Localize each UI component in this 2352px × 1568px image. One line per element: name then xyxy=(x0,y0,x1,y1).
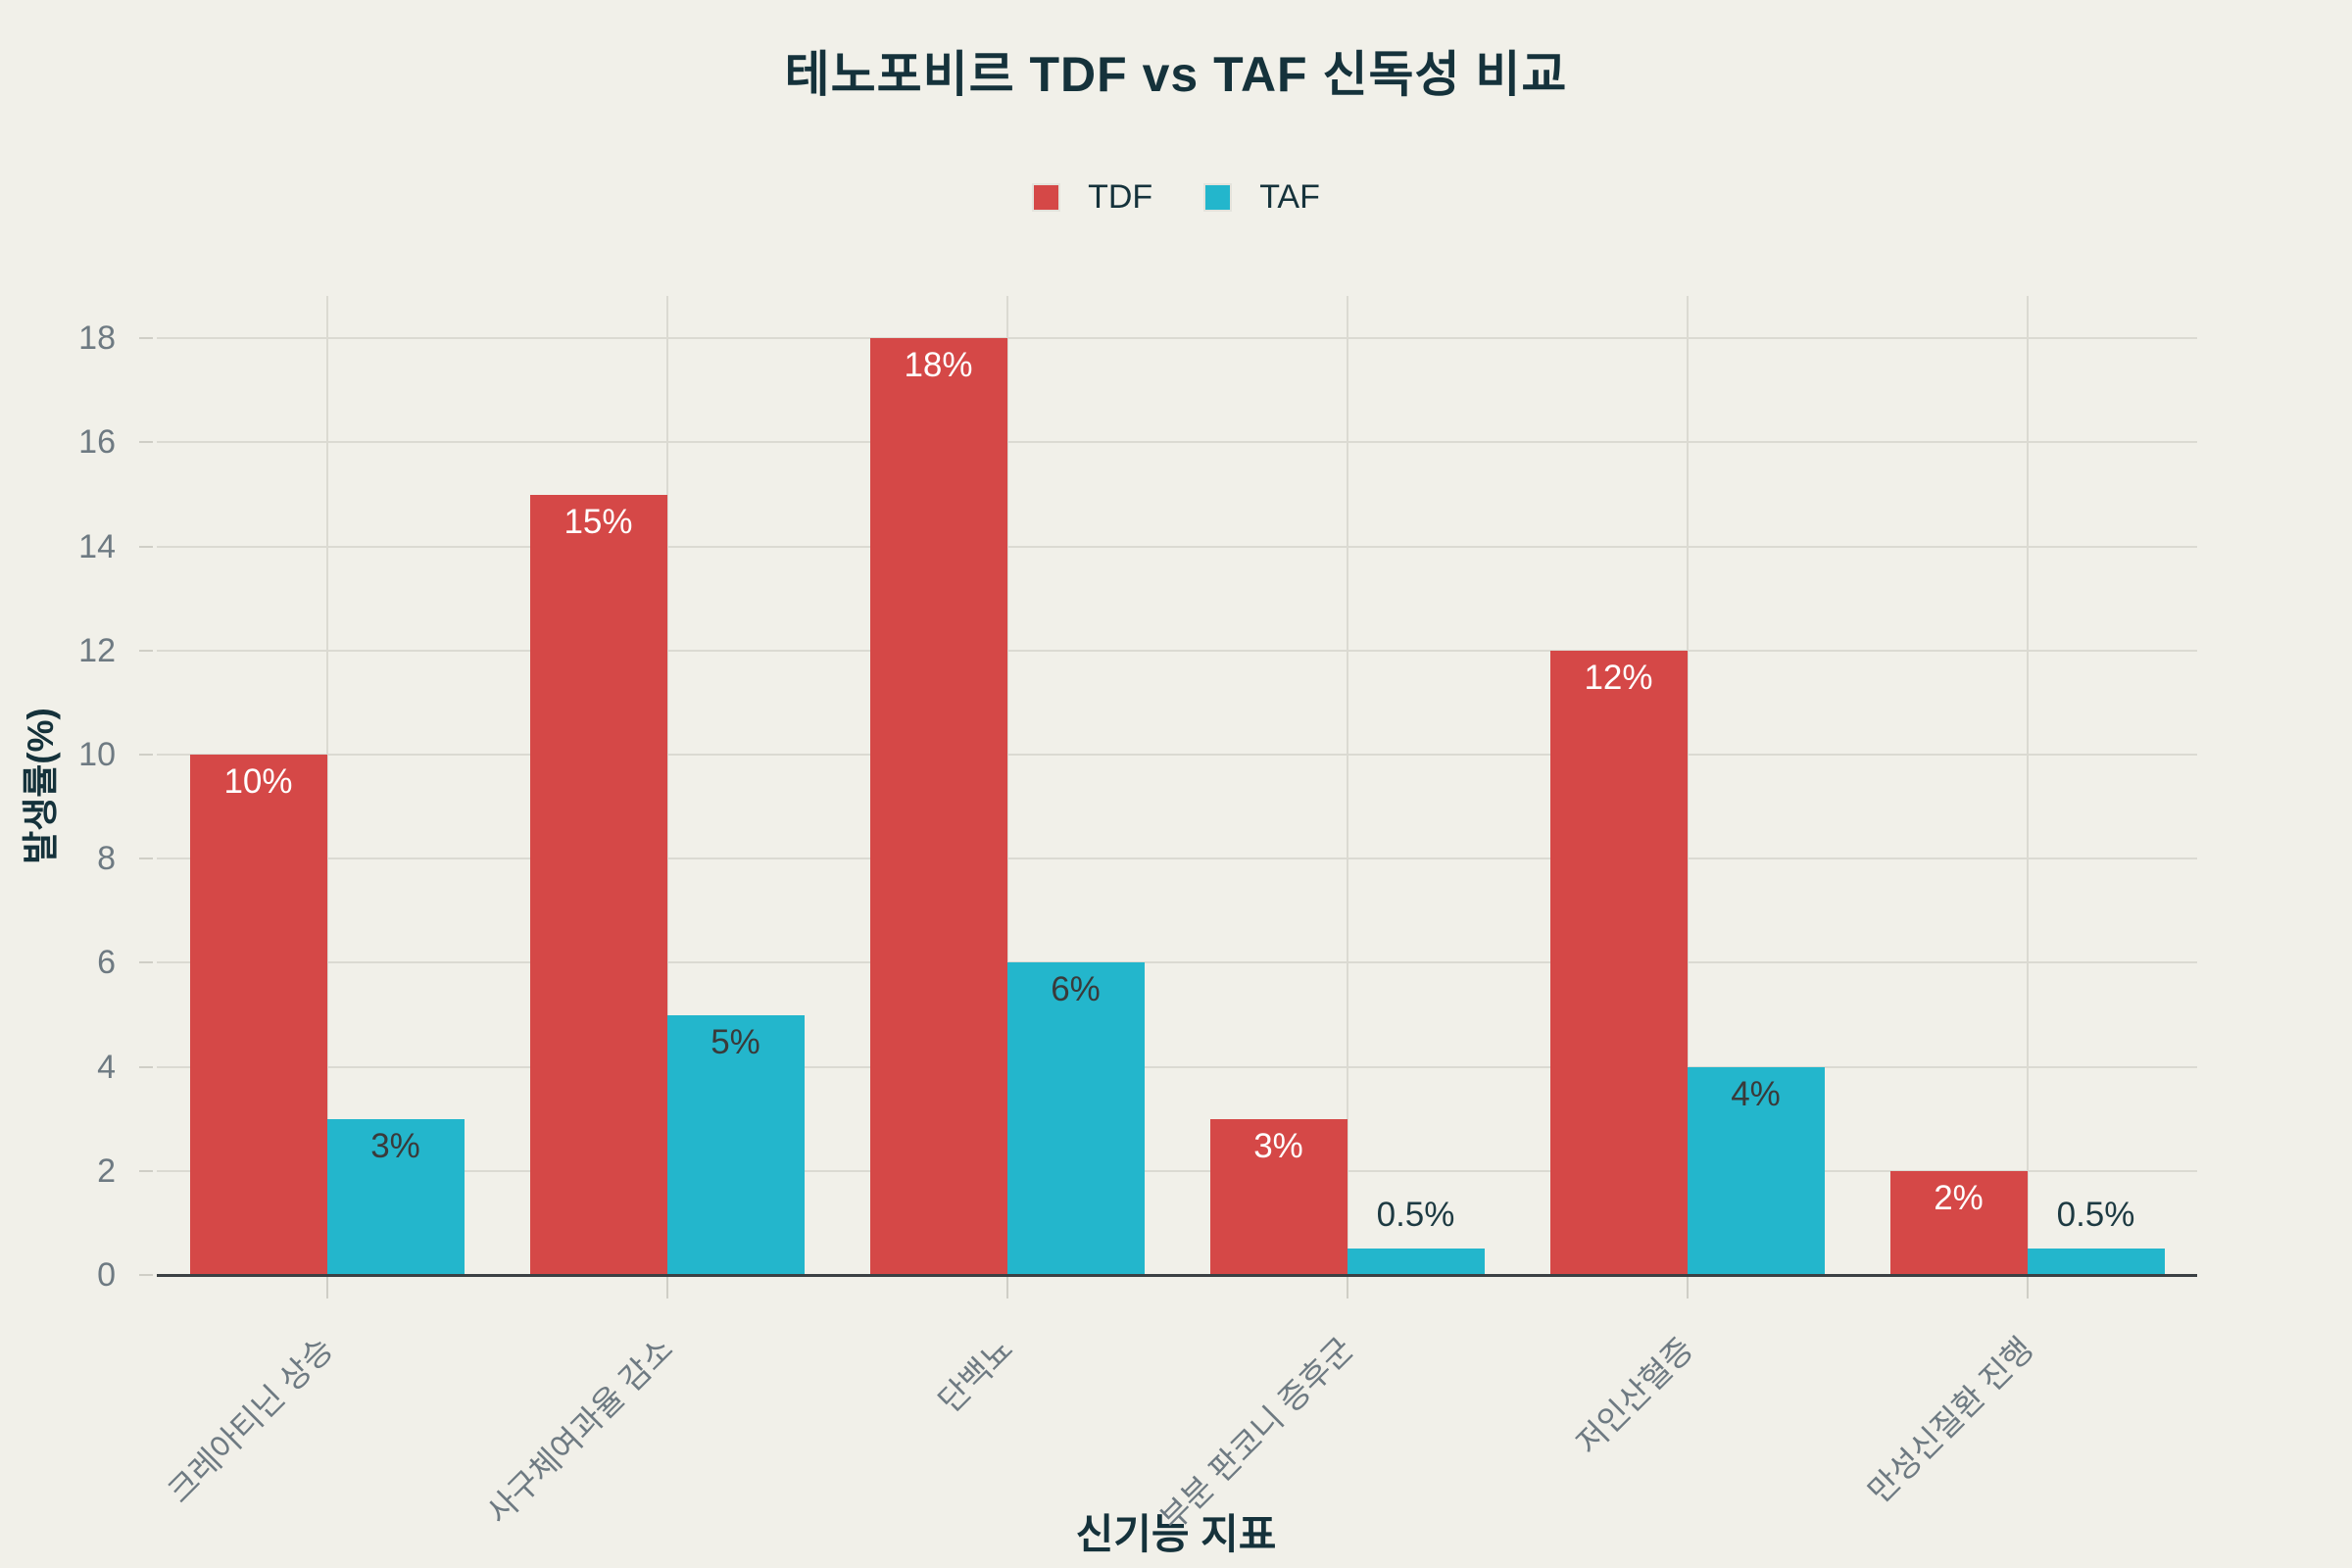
bar-value-label: 15% xyxy=(564,502,633,541)
bar-value-label: 18% xyxy=(904,346,973,385)
x-tick-mark xyxy=(665,1275,668,1298)
taf-bar xyxy=(1347,1249,1485,1275)
v-gridline xyxy=(325,296,328,1275)
y-tick-label: 10 xyxy=(78,736,116,773)
legend: TDF TAF xyxy=(0,178,2352,217)
bar-value-label: 6% xyxy=(1051,970,1101,1009)
x-tick-mark xyxy=(1005,1275,1008,1298)
h-gridline xyxy=(157,337,2197,340)
taf-bar xyxy=(2027,1249,2165,1275)
tdf-bar xyxy=(869,338,1007,1275)
y-tick-mark xyxy=(139,961,153,964)
taf-legend-swatch-icon xyxy=(1203,183,1233,212)
v-gridline xyxy=(1005,296,1008,1275)
h-gridline xyxy=(157,649,2197,652)
bar-value-label: 12% xyxy=(1584,658,1653,697)
y-tick-label: 6 xyxy=(97,944,116,982)
y-tick-label: 18 xyxy=(78,319,116,358)
h-gridline xyxy=(157,858,2197,860)
bar-value-label: 3% xyxy=(370,1126,420,1165)
bar-value-label: 2% xyxy=(1934,1178,1984,1217)
y-tick-mark xyxy=(139,1065,153,1068)
y-tick-mark xyxy=(139,858,153,860)
tdf-bar xyxy=(1549,650,1688,1275)
y-tick-label: 4 xyxy=(97,1048,116,1086)
h-gridline xyxy=(157,545,2197,548)
chart-title: 테노포비르 TDF vs TAF 신독성 비교 xyxy=(784,47,1568,102)
tdf-bar xyxy=(529,494,667,1275)
y-tick-label: 2 xyxy=(97,1152,116,1190)
y-tick-mark xyxy=(139,545,153,548)
bar-value-label: 4% xyxy=(1731,1074,1781,1113)
x-tick-mark xyxy=(1346,1275,1348,1298)
taf-bar xyxy=(1006,962,1145,1275)
bar-value-label: 3% xyxy=(1253,1126,1303,1165)
tdf-legend-label: TDF xyxy=(1088,178,1153,216)
v-gridline xyxy=(1346,296,1348,1275)
bar-value-label: 0.5% xyxy=(2056,1196,2135,1235)
y-tick-mark xyxy=(139,1169,153,1172)
x-axis-title: 신기능 지표 xyxy=(1075,1511,1277,1557)
legend-item-taf: TAF xyxy=(1203,178,1320,217)
y-tick-label: 16 xyxy=(78,423,116,462)
taf-bar xyxy=(1687,1066,1825,1275)
h-gridline xyxy=(157,1065,2197,1068)
y-tick-label: 14 xyxy=(78,527,116,565)
h-gridline xyxy=(157,441,2197,444)
bar-value-label: 0.5% xyxy=(1376,1196,1455,1235)
tdf-bar xyxy=(1889,1170,2028,1275)
y-tick-label: 12 xyxy=(78,631,116,669)
v-gridline xyxy=(665,296,668,1275)
bar-value-label: 10% xyxy=(223,762,293,801)
x-tick-mark xyxy=(1686,1275,1689,1298)
v-gridline xyxy=(2026,296,2029,1275)
h-gridline xyxy=(157,961,2197,964)
y-tick-mark xyxy=(139,441,153,444)
y-tick-mark xyxy=(139,754,153,756)
y-tick-mark xyxy=(139,1274,153,1276)
y-tick-label: 0 xyxy=(97,1256,116,1294)
legend-item-tdf: TDF xyxy=(1032,178,1152,217)
y-tick-label: 8 xyxy=(97,840,116,878)
h-gridline xyxy=(157,1169,2197,1172)
h-gridline xyxy=(157,754,2197,756)
taf-bar xyxy=(666,1014,805,1275)
x-tick-mark xyxy=(325,1275,328,1298)
x-axis-line xyxy=(157,1274,2197,1277)
bar-value-label: 5% xyxy=(710,1022,760,1061)
v-gridline xyxy=(1686,296,1689,1275)
y-tick-mark xyxy=(139,337,153,340)
tdf-bar xyxy=(1209,1118,1348,1275)
taf-legend-label: TAF xyxy=(1259,178,1320,216)
taf-bar xyxy=(326,1118,465,1275)
tdf-bar xyxy=(189,755,327,1275)
x-tick-mark xyxy=(2026,1275,2029,1298)
tdf-legend-swatch-icon xyxy=(1032,183,1061,212)
y-tick-mark xyxy=(139,649,153,652)
